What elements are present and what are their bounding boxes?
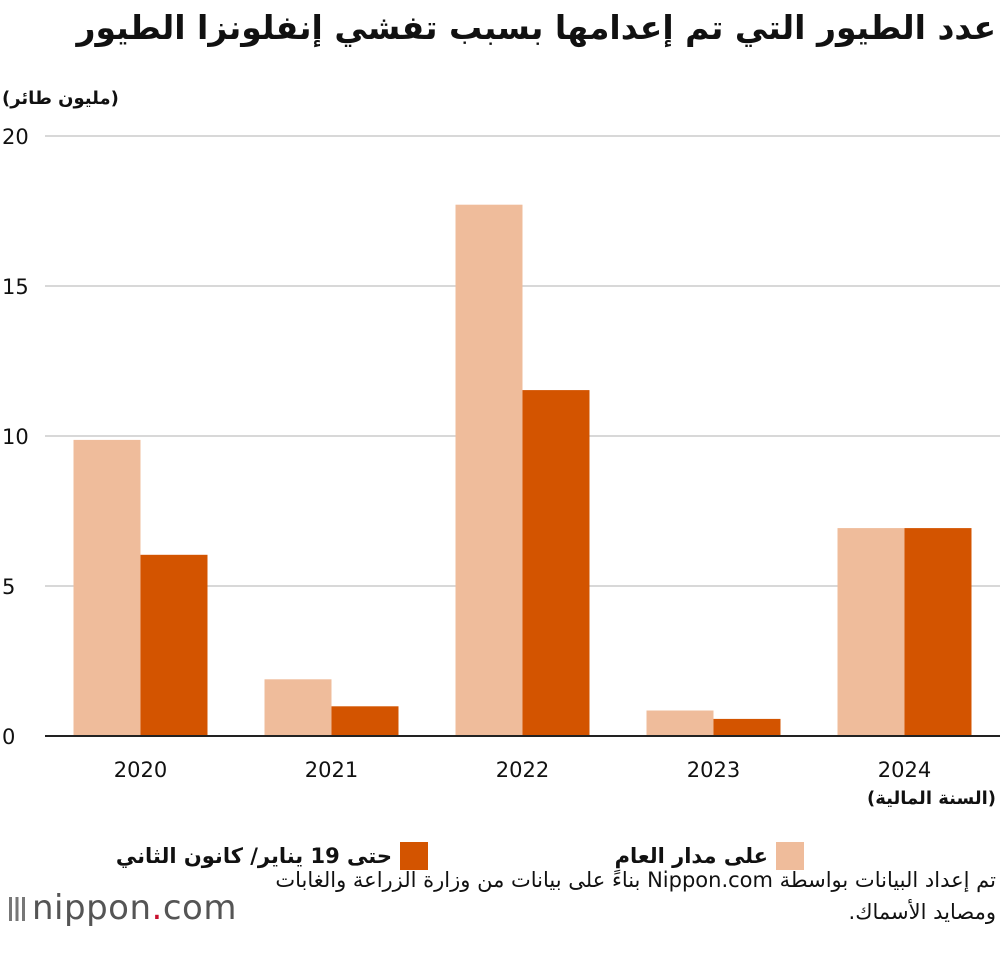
x-tick-label: 2021	[305, 758, 358, 782]
bar-full-year-2020	[73, 439, 141, 736]
y-tick-label: 10	[2, 425, 29, 449]
bar-until-jan19-2022	[522, 390, 590, 736]
y-axis-unit-label: (مليون طائر)	[2, 88, 119, 109]
x-tick-label: 2022	[496, 758, 549, 782]
nippon-logo: nippon.com	[8, 888, 237, 928]
legend-label-until-jan19: حتى 19 يناير/ كانون الثاني	[115, 844, 392, 868]
y-tick-label: 20	[2, 125, 29, 149]
x-tick-labels: 2020 2021 2022 2023 2024	[114, 758, 931, 782]
logo-dot: .	[151, 888, 163, 928]
bar-full-year-2023	[646, 710, 714, 736]
bar-full-year-2022	[455, 204, 523, 736]
legend-swatch-full-year	[776, 842, 804, 870]
y-tick-labels: 0 5 10 15 20	[2, 125, 29, 749]
bar-chart: 0 5 10 15 20 2020 2021 2022 2023 2024	[2, 125, 1000, 782]
legend-item-until-jan19: حتى 19 يناير/ كانون الثاني	[116, 838, 428, 874]
x-axis-title: (السنة المالية)	[866, 788, 996, 809]
bar-until-jan19-2024	[904, 528, 972, 736]
legend-item-full-year: على مدار العام	[615, 838, 804, 874]
y-tick-label: 5	[2, 575, 15, 599]
bars	[73, 204, 972, 736]
x-tick-label: 2024	[878, 758, 931, 782]
bar-until-jan19-2023	[713, 718, 781, 736]
bar-full-year-2021	[264, 679, 332, 736]
y-tick-label: 0	[2, 725, 15, 749]
bar-until-jan19-2021	[331, 706, 399, 736]
x-tick-label: 2023	[687, 758, 740, 782]
y-tick-label: 15	[2, 275, 29, 299]
logo-tld: com	[162, 888, 237, 928]
legend-swatch-until-jan19	[400, 842, 428, 870]
nippon-mark-icon	[9, 897, 25, 921]
logo-name: nippon	[32, 888, 152, 928]
bar-until-jan19-2020	[140, 554, 208, 736]
x-tick-label: 2020	[114, 758, 167, 782]
bar-full-year-2024	[837, 528, 905, 736]
legend-label-full-year: على مدار العام	[614, 844, 768, 868]
chart-title: عدد الطيور التي تم إعدامها بسبب تفشي إنف…	[76, 8, 996, 47]
source-note: تم إعداد البيانات بواسطة Nippon.com بناء…	[275, 868, 996, 924]
